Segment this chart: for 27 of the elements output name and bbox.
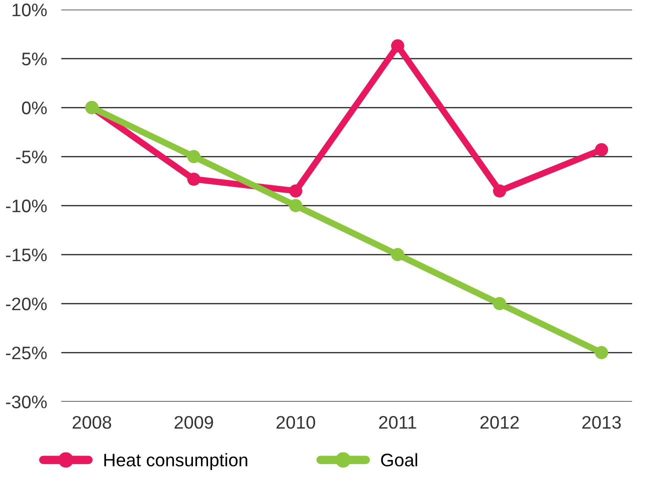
x-tick-label: 2011 bbox=[379, 416, 416, 429]
y-tick-label: -25% bbox=[6, 346, 47, 360]
point bbox=[187, 172, 200, 186]
point bbox=[187, 150, 200, 164]
x-tick-label: 2008 bbox=[72, 416, 112, 429]
y-tick-label: -20% bbox=[6, 298, 47, 310]
y-tick-label: -5% bbox=[16, 150, 47, 164]
x-tick-label: 2012 bbox=[480, 416, 519, 429]
y-tick-label: -10% bbox=[6, 200, 47, 212]
y-tick-label: -15% bbox=[6, 248, 47, 262]
y-tick-label: 0% bbox=[22, 102, 47, 114]
legend-label: Goal bbox=[381, 453, 418, 466]
point bbox=[493, 184, 506, 198]
y-tick-label: 10% bbox=[12, 4, 47, 16]
point bbox=[594, 143, 608, 156]
point bbox=[493, 297, 506, 310]
point bbox=[289, 199, 302, 212]
x-tick-label: 2009 bbox=[174, 416, 214, 429]
x-tick-label: 2013 bbox=[582, 416, 621, 429]
point bbox=[594, 346, 608, 360]
y-tick-label: -30% bbox=[6, 396, 47, 408]
point bbox=[289, 184, 302, 198]
legend-label: Heat consumption bbox=[104, 453, 248, 470]
point bbox=[391, 39, 404, 52]
point bbox=[391, 248, 404, 262]
y-tick-label: 5% bbox=[22, 52, 47, 66]
x-tick-label: 2010 bbox=[276, 416, 316, 429]
